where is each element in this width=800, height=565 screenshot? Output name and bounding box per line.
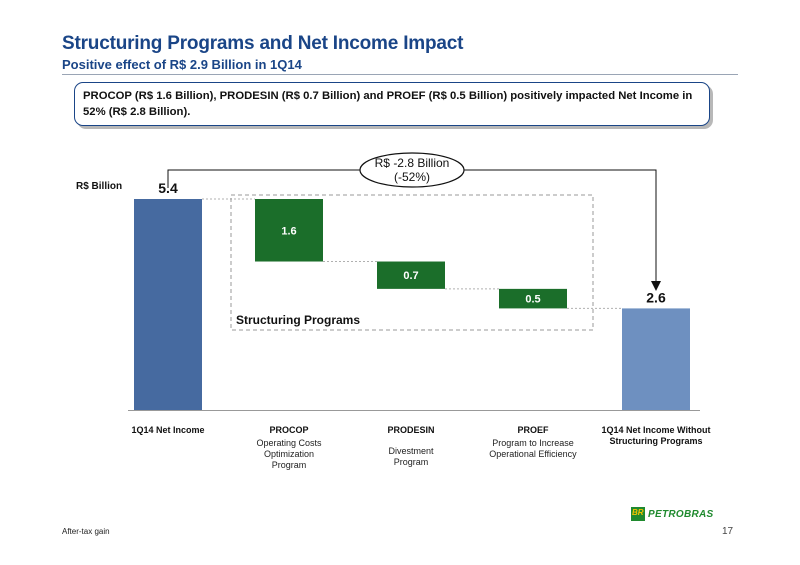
category-description-4: Program to Increase Operational Efficienc… (489, 438, 577, 459)
change-arrow (167, 169, 657, 282)
value-label-4: 0.5 (525, 294, 540, 306)
footnote: After-tax gain (62, 527, 110, 536)
br-logo-icon (631, 507, 645, 521)
category-description-3: Divestment Program (388, 446, 434, 467)
connector-lines (202, 198, 622, 309)
change-annotation-percent: (-52%) (394, 170, 430, 184)
bar-1 (134, 199, 202, 410)
change-annotation-oval (359, 152, 465, 188)
category-label-4: PROEF (517, 425, 549, 435)
logo-text: PETROBRAS (648, 508, 714, 520)
value-label-5: 2.6 (646, 289, 666, 305)
category-label-2: PROCOP (269, 425, 308, 435)
structuring-programs-box (230, 194, 594, 331)
category-label-5: 1Q14 Net Income Without Structuring Progr… (602, 425, 711, 446)
page-title: Structuring Programs and Net Income Impa… (62, 33, 464, 54)
bar-5 (622, 308, 690, 410)
petrobras-logo: PETROBRAS (631, 507, 713, 521)
change-annotation-amount: R$ -2.8 Billion (375, 156, 450, 170)
category-label-1: 1Q14 Net Income (131, 425, 204, 435)
bar-4 (499, 288, 567, 309)
page-subtitle: Positive effect of R$ 2.9 Billion in 1Q1… (62, 57, 302, 72)
category-description-2: Operating Costs Optimization Program (256, 438, 322, 470)
change-arrowhead (651, 281, 661, 291)
bar-2 (255, 199, 323, 262)
category-label-3: PRODESIN (387, 425, 434, 435)
value-label-2: 1.6 (281, 225, 296, 237)
title-divider (62, 74, 738, 75)
value-label-3: 0.7 (403, 270, 418, 282)
bar-3 (377, 261, 445, 289)
unit-label: R$ Billion (76, 181, 122, 192)
page-number: 17 (722, 526, 734, 537)
structuring-programs-label: Structuring Programs (236, 313, 360, 327)
summary-callout: PROCOP (R$ 1.6 Billion), PRODESIN (R$ 0.… (74, 82, 710, 126)
